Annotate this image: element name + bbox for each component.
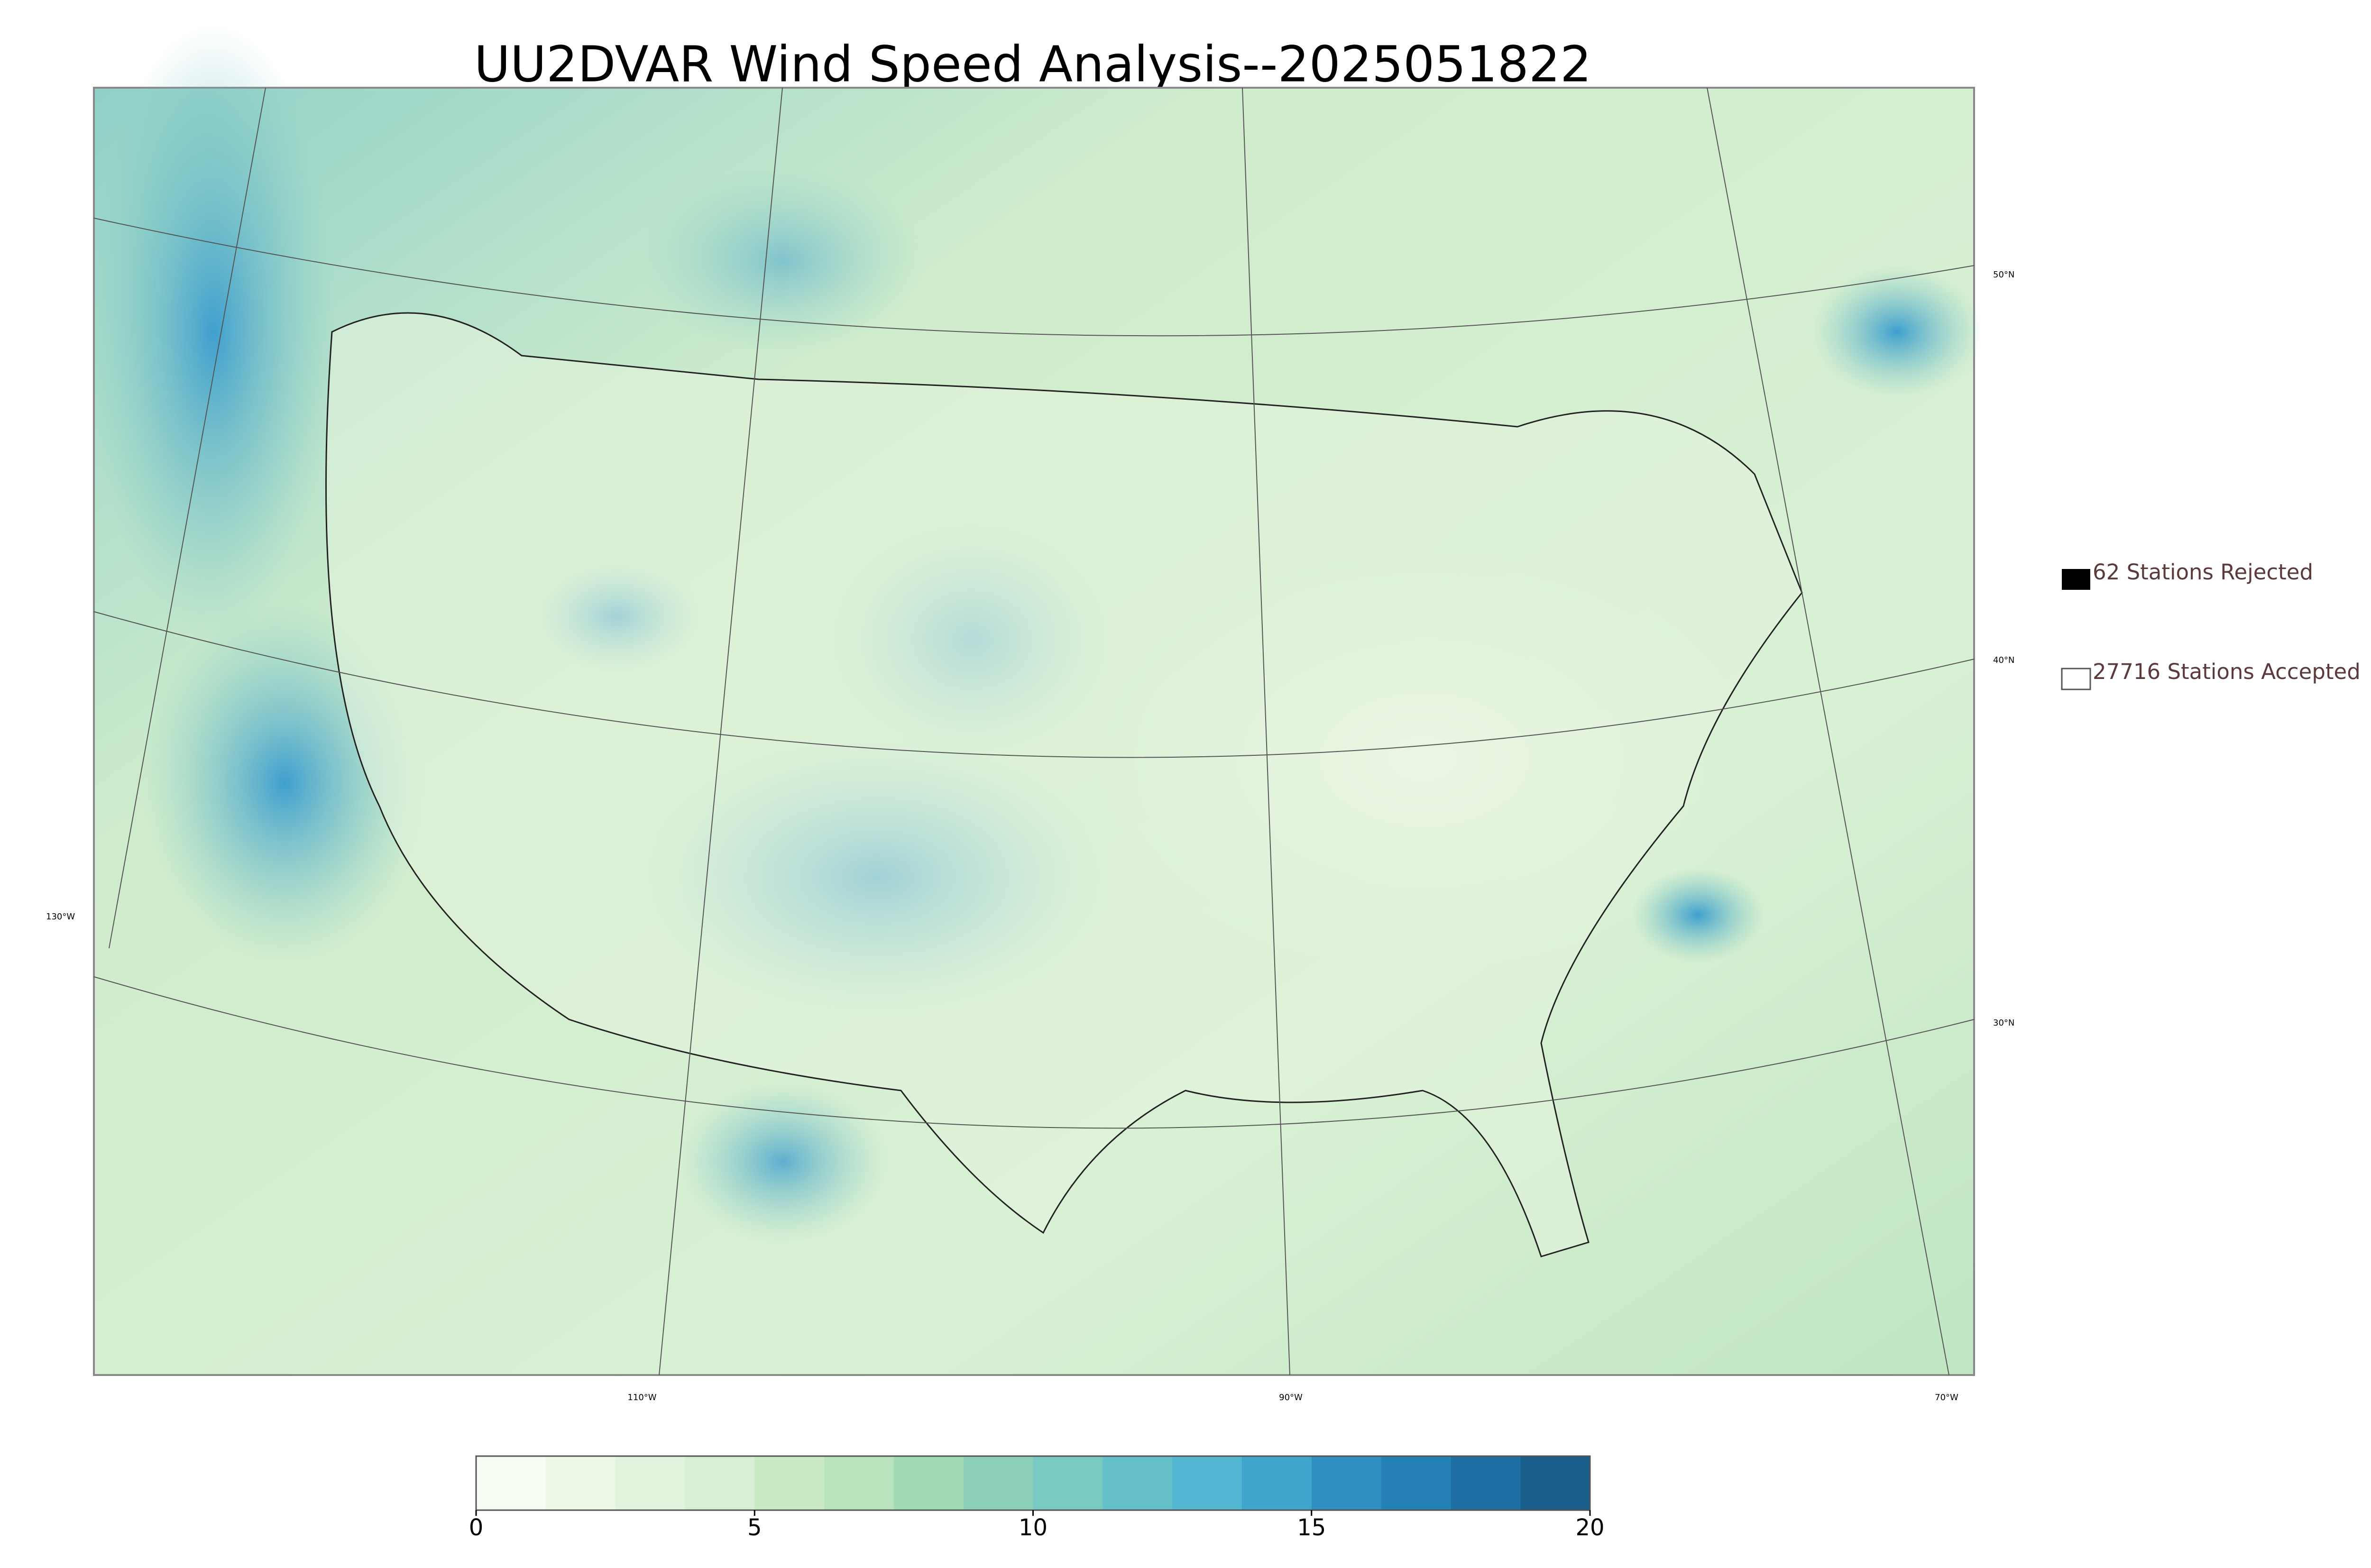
colorbar-tick-label: 5 (747, 1514, 762, 1541)
legend-label: 62 Stations Rejected (2093, 559, 2313, 585)
legend-label: 27716 Stations Accepted (2093, 659, 2361, 684)
colorbar-segment (1172, 1456, 1242, 1510)
wind-field (678, 1081, 887, 1242)
parallel (93, 218, 1975, 337)
lat-label: 30°N (1993, 1018, 2014, 1028)
legend-marker-rejected (2062, 569, 2090, 590)
wind-field (640, 166, 925, 356)
colorbar-segment (615, 1456, 686, 1510)
lon-label: 70°W (1935, 1393, 1958, 1403)
meridian (109, 87, 266, 949)
colorbar: 0 5 10 15 20 (469, 1455, 1605, 1541)
colorbar-segment (893, 1456, 964, 1510)
lon-label: 110°W (627, 1393, 656, 1403)
lat-label: 50°N (1993, 270, 2014, 280)
colorbar-segment (824, 1456, 894, 1510)
colorbar-segment (1451, 1456, 1521, 1510)
map-title: UU2DVAR Wind Speed Analysis--2025051822 (474, 35, 1591, 93)
colorbar-segment (1033, 1456, 1103, 1510)
colorbar-segment (1241, 1456, 1312, 1510)
wind-field (90, 24, 337, 640)
lon-label: 130°W (46, 912, 75, 922)
graticule-labels: 50°N 40°N 30°N 130°W 110°W 90°W 70°W (46, 270, 2014, 1403)
colorbar-segment (754, 1456, 825, 1510)
colorbar-segment (1520, 1456, 1590, 1510)
colorbar-segment (1103, 1456, 1173, 1510)
colorbar-segment (1311, 1456, 1382, 1510)
colorbar-tick-label: 20 (1575, 1514, 1604, 1541)
meridian (659, 87, 783, 1375)
parallel (93, 611, 1975, 758)
legend-marker-accepted (2061, 668, 2091, 690)
colorbar-segment (685, 1456, 755, 1510)
parallel (93, 976, 1975, 1129)
meridian (1707, 87, 1949, 1375)
lon-label: 90°W (1279, 1393, 1303, 1403)
graticule (93, 87, 1975, 1375)
colorbar-tick-label: 0 (469, 1514, 484, 1541)
colorbar-segment (545, 1456, 616, 1510)
colorbar-segment (1381, 1456, 1452, 1510)
colorbar-segment (963, 1456, 1034, 1510)
wind-field (1811, 266, 1982, 398)
colorbar-tick-label: 15 (1297, 1514, 1326, 1541)
colorbar-segment (476, 1456, 546, 1510)
colorbar-tick-label: 10 (1019, 1514, 1048, 1541)
map (90, 24, 1982, 1376)
lat-label: 40°N (1993, 655, 2014, 665)
meridian (1242, 87, 1290, 1375)
legend: 62 Stations Rejected 27716 Stations Acce… (2061, 559, 2361, 690)
coastline (325, 312, 1803, 1257)
